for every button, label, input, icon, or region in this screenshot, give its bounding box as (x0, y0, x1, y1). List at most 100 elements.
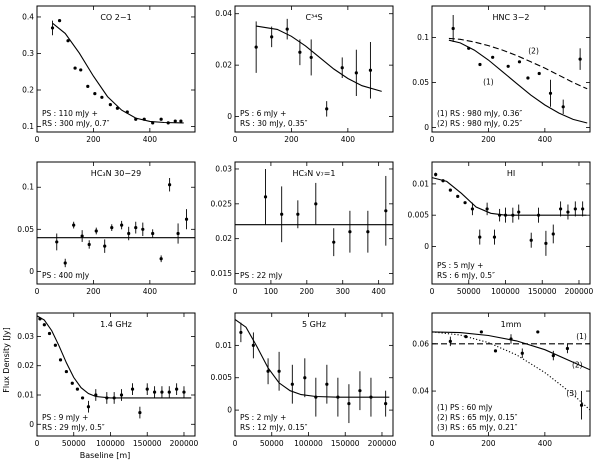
data-point (112, 396, 116, 400)
data-point (105, 396, 109, 400)
data-point (134, 117, 138, 121)
data-point (125, 110, 129, 114)
fit-annotation: RS : 6 mJy, 0.5″ (437, 271, 495, 280)
data-point (70, 381, 74, 385)
data-point (573, 207, 577, 211)
fit-group (235, 319, 390, 424)
data-point (285, 27, 289, 31)
data-point (138, 410, 142, 415)
y-tick-label: 0.06 (412, 339, 429, 348)
data-point (166, 121, 170, 125)
x-tick-label: 400 (143, 287, 158, 296)
x-tick-label: 0 (233, 287, 238, 296)
data-point (58, 358, 63, 362)
x-tick-label: 400 (538, 135, 553, 144)
y-tick-label: 0.05 (17, 225, 34, 234)
x-tick-label: 0 (35, 135, 40, 144)
fit-annotation: RS : 29 mJy, 0.5″ (42, 423, 105, 432)
data-point (50, 26, 55, 30)
y-tick-label: 0.05 (412, 78, 429, 87)
data-point (544, 241, 548, 245)
data-point (57, 19, 62, 23)
data-point (354, 71, 358, 75)
y-tick-label: 0.1 (417, 33, 429, 42)
curve-label: (2) (572, 360, 583, 369)
data-point (464, 335, 468, 339)
data-point (280, 212, 284, 216)
figure-xlabel: Baseline [m] (80, 451, 131, 460)
data-point (384, 209, 388, 213)
x-tick-label: 100000 (96, 439, 125, 448)
fit-group (448, 15, 588, 124)
y-tick-label: 0.04 (215, 9, 232, 18)
data-point (369, 395, 373, 399)
x-tick-label: 400 (143, 135, 158, 144)
curve-label: (3) (566, 389, 577, 398)
data-point (184, 217, 189, 221)
curve-label: (1) (483, 77, 494, 86)
panel-5: 0 100 200 300 400 0.015 0.02 0.025 0.03 HC₃N v₇=1… (211, 161, 394, 296)
data-point (479, 330, 483, 334)
data-point (551, 353, 555, 358)
data-point (42, 323, 46, 327)
data-point (159, 257, 163, 261)
data-point (325, 382, 329, 386)
data-point (152, 390, 157, 394)
panel-frame (36, 161, 196, 285)
data-point (493, 349, 498, 353)
data-point (451, 26, 455, 31)
y-tick-label: 0.01 (215, 341, 232, 350)
y-tick-label: 0.3 (22, 49, 34, 58)
data-point (141, 227, 145, 231)
panel-4: 0 200 400 0 0.05 0.1 HC₃N 30−29 PS : 400 mJy (17, 161, 196, 296)
data-point (517, 60, 522, 64)
panel-title: 5 GHz (302, 320, 326, 329)
panel-title: HC₃N 30−29 (91, 169, 141, 178)
y-tick-label: 0.2 (22, 86, 34, 95)
data-point (448, 339, 452, 343)
panel-1: 0 200 400 0.1 0.2 0.3 0.4 CO 2−1 PS : 110 mJy +R… (22, 5, 196, 144)
data-point (159, 117, 163, 121)
data-point (296, 212, 300, 216)
data-point (358, 389, 362, 393)
y-tick-label: 0.03 (215, 164, 232, 173)
y-tick-label: 0 (29, 420, 34, 429)
data-point (366, 230, 370, 234)
data-point (93, 92, 97, 96)
data-point (536, 330, 540, 334)
x-tick-label: 150000 (331, 439, 360, 448)
y-tick-label: 0.02 (215, 234, 232, 243)
x-tick-label: 0 (430, 287, 435, 296)
data-point (120, 223, 124, 227)
panel-frame (234, 5, 394, 133)
data-point (498, 213, 502, 217)
data-point (86, 84, 90, 88)
data-point (127, 231, 131, 236)
data-point (441, 179, 445, 183)
data-point (503, 213, 508, 217)
y-tick-label: 0 (227, 112, 232, 121)
data-point (434, 172, 438, 177)
y-tick-label: 0 (227, 406, 232, 415)
fit-annotation: (2) RS : 65 mJy, 0.15″ (437, 413, 518, 422)
data-point (160, 390, 164, 394)
data-point (119, 393, 124, 397)
data-point (130, 387, 135, 391)
x-tick-label: 150000 (133, 439, 162, 448)
data-point (517, 210, 521, 214)
x-tick-label: 50000 (62, 439, 86, 448)
fit-annotation: RS : 300 mJy, 0.7″ (42, 119, 110, 128)
fit-group (37, 177, 195, 268)
panel-frame (36, 5, 196, 133)
data-point (79, 68, 83, 72)
data-point (581, 207, 585, 211)
x-tick-label: 200 (86, 287, 101, 296)
data-point (115, 106, 120, 110)
data-point (536, 213, 541, 217)
fit-line-solid (37, 315, 192, 399)
fit-line-solid (235, 319, 390, 398)
panel-frame (431, 312, 591, 437)
panel-9: 0 200 400 0.04 0.06 1mm (1) (2) (3) (1) PS : 60 m… (412, 312, 591, 448)
data-point (467, 46, 471, 50)
data-point (168, 183, 172, 187)
